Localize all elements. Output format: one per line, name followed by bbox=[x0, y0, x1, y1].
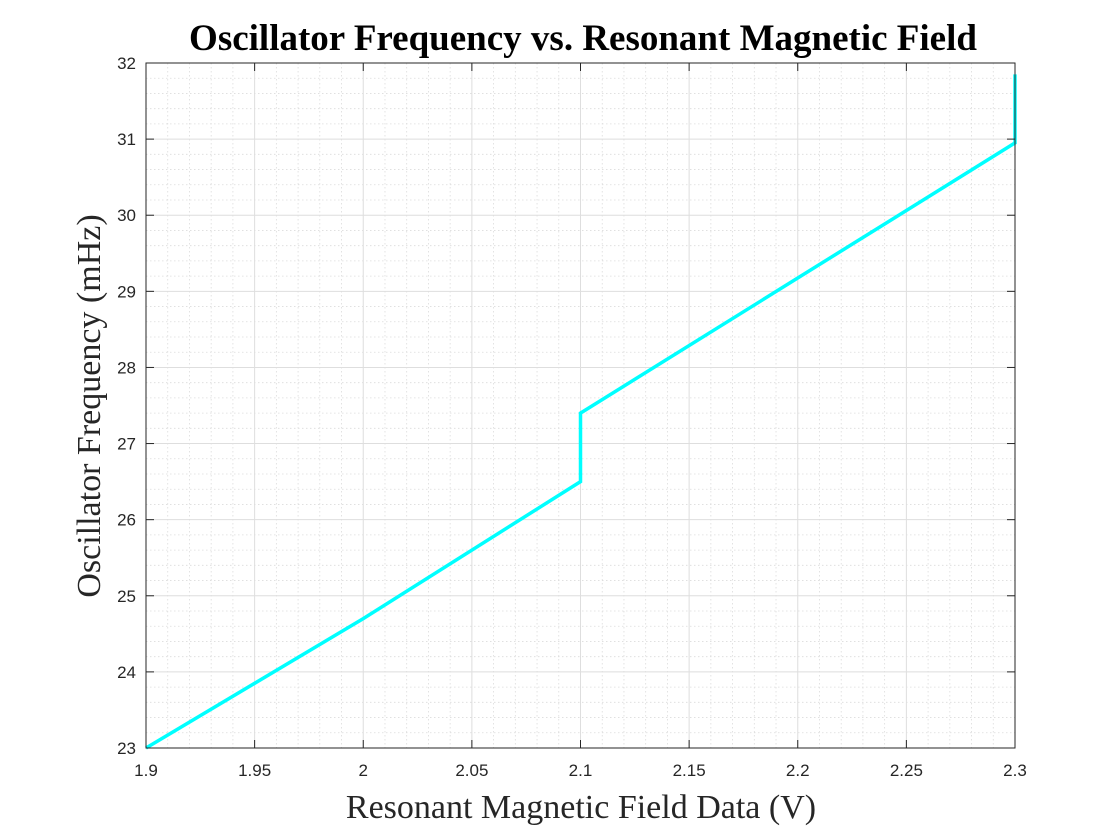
tick-marks bbox=[145, 62, 1016, 749]
y-tick-label: 24 bbox=[117, 663, 136, 682]
y-tick-label: 23 bbox=[117, 739, 136, 758]
y-tick-label: 31 bbox=[117, 130, 136, 149]
x-tick-label: 2.2 bbox=[786, 761, 810, 780]
x-tick-label: 2.1 bbox=[569, 761, 593, 780]
x-tick-label: 2.25 bbox=[890, 761, 923, 780]
minor-grid bbox=[146, 63, 1015, 748]
x-tick-label: 2.3 bbox=[1003, 761, 1027, 780]
y-tick-label: 32 bbox=[117, 54, 136, 73]
y-tick-label: 27 bbox=[117, 435, 136, 454]
x-tick-label: 2.15 bbox=[673, 761, 706, 780]
x-axis-label: Resonant Magnetic Field Data (V) bbox=[346, 789, 816, 826]
y-tick-label: 28 bbox=[117, 358, 136, 377]
x-tick-label: 2 bbox=[359, 761, 368, 780]
x-tick-label: 1.95 bbox=[238, 761, 271, 780]
x-tick-label: 2.05 bbox=[455, 761, 488, 780]
chart-title: Oscillator Frequency vs. Resonant Magnet… bbox=[189, 18, 977, 59]
plot-area bbox=[145, 62, 1017, 750]
x-tick-labels: 1.9 1.95 2 2.05 2.1 2.15 2.2 2.25 2.3 bbox=[134, 761, 1027, 780]
x-tick-label: 1.9 bbox=[134, 761, 158, 780]
y-tick-label: 25 bbox=[117, 587, 136, 606]
y-tick-label: 29 bbox=[117, 282, 136, 301]
y-axis-label: Oscillator Frequency (mHz) bbox=[71, 214, 108, 597]
y-tick-labels: 23 24 25 26 27 28 29 30 31 32 bbox=[117, 54, 136, 758]
y-tick-label: 26 bbox=[117, 511, 136, 530]
y-tick-label: 30 bbox=[117, 206, 136, 225]
